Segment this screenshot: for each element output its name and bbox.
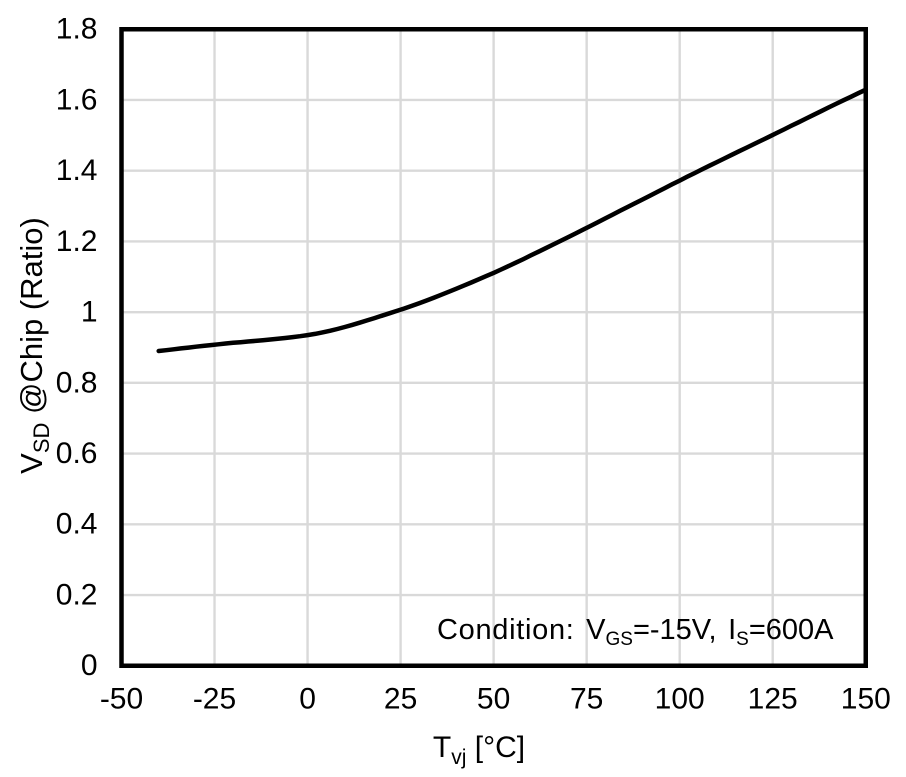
svg-text:25: 25 — [384, 682, 417, 715]
svg-text:Condition: VGS=-15V, IS=600A: Condition: VGS=-15V, IS=600A — [437, 614, 834, 650]
svg-text:0.2: 0.2 — [56, 578, 98, 611]
svg-text:0.8: 0.8 — [56, 366, 98, 399]
svg-text:0.6: 0.6 — [56, 437, 98, 470]
svg-text:150: 150 — [841, 682, 891, 715]
svg-text:75: 75 — [570, 682, 603, 715]
svg-text:-25: -25 — [193, 682, 236, 715]
svg-text:1.2: 1.2 — [56, 225, 98, 258]
svg-text:50: 50 — [477, 682, 510, 715]
svg-text:-50: -50 — [100, 682, 143, 715]
svg-text:1.4: 1.4 — [56, 154, 98, 187]
svg-text:0: 0 — [81, 649, 98, 682]
svg-text:0: 0 — [299, 682, 316, 715]
svg-text:1.6: 1.6 — [56, 83, 98, 116]
svg-text:1: 1 — [81, 296, 98, 329]
svg-text:1.8: 1.8 — [56, 13, 98, 46]
svg-text:VSD @Chip (Ratio): VSD @Chip (Ratio) — [14, 217, 54, 474]
svg-text:100: 100 — [655, 682, 705, 715]
svg-text:125: 125 — [748, 682, 798, 715]
svg-text:0.4: 0.4 — [56, 508, 98, 541]
svg-text:Tvj [°C]: Tvj [°C] — [433, 731, 525, 769]
